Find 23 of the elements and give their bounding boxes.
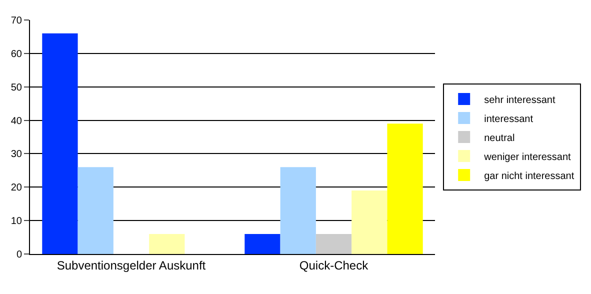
- y-tick-label: 0: [16, 250, 22, 260]
- y-tick-label: 30: [10, 149, 22, 160]
- legend-label: interessant: [484, 114, 534, 125]
- legend-label: gar nicht interessant: [484, 170, 574, 182]
- legend-label: neutral: [484, 132, 515, 144]
- y-tick-label: 60: [10, 48, 22, 60]
- bar: [352, 190, 388, 254]
- y-tick-label: 10: [10, 216, 22, 228]
- legend-label: weniger interessant: [483, 152, 572, 163]
- y-tick-label: 40: [10, 116, 22, 127]
- bar: [244, 234, 280, 254]
- bar: [280, 167, 316, 254]
- bar: [316, 234, 352, 254]
- y-tick-label: 70: [10, 16, 22, 26]
- legend-label: sehr interessant: [484, 94, 556, 106]
- bar: [149, 234, 185, 254]
- bar: [78, 167, 114, 254]
- x-tick-label: Subventionsgelder Auskunft: [56, 258, 206, 272]
- y-tick-label: 50: [10, 82, 22, 94]
- bar: [387, 124, 423, 254]
- bar: [42, 33, 78, 254]
- y-tick-label: 20: [10, 182, 22, 194]
- x-tick-label: Quick-Check: [299, 258, 370, 272]
